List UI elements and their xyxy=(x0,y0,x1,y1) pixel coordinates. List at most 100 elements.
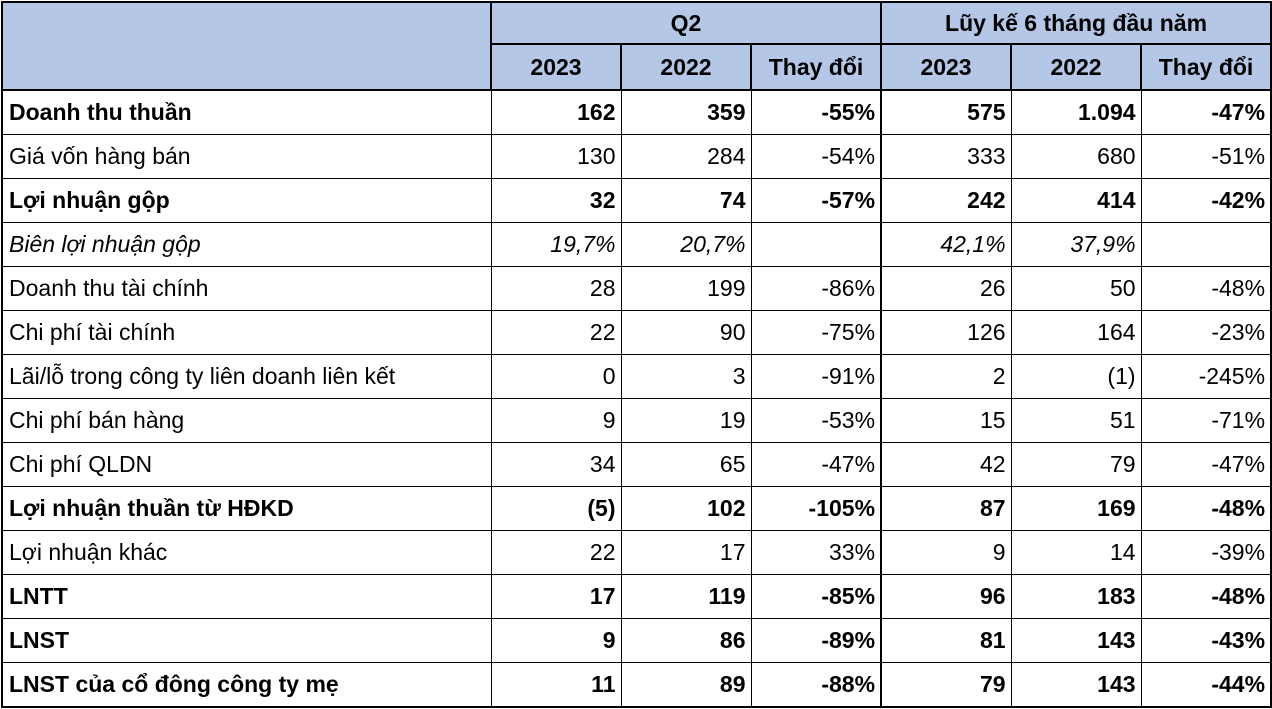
cell-q2-change: -85% xyxy=(750,574,882,619)
cell-ytd-change: -42% xyxy=(1140,178,1272,223)
cell-q2-change: -54% xyxy=(750,134,882,179)
cell-q2-change: 33% xyxy=(750,530,882,575)
cell-q2-change: -86% xyxy=(750,266,882,311)
cell-q2-2022: 89 xyxy=(620,662,752,708)
cell-ytd-change: -47% xyxy=(1140,442,1272,487)
table-row: Lợi nhuận thuần từ HĐKD (5) 102 -105% 87 169-… xyxy=(1,486,1272,531)
row-label: Lãi/lỗ trong công ty liên doanh liên kết xyxy=(1,354,492,399)
cell-q2-change: -55% xyxy=(750,89,882,135)
table-row: Doanh thu tài chính 28 199 -86% 26 50 -48% xyxy=(1,266,1272,311)
cell-q2-2022: 119 xyxy=(620,574,752,619)
row-label: Lợi nhuận khác xyxy=(1,530,492,575)
cell-q2-2023: (5) xyxy=(490,486,622,531)
cell-ytd-2022: 143 xyxy=(1010,618,1142,663)
header-corner-cell xyxy=(1,1,492,91)
cell-q2-2022: 19 xyxy=(620,398,752,443)
cell-ytd-2023: 242 xyxy=(880,178,1012,223)
cell-ytd-2023: 79 xyxy=(880,662,1012,708)
cell-ytd-2022: 164 xyxy=(1010,310,1142,355)
cell-ytd-change: -43% xyxy=(1140,618,1272,663)
cell-q2-2023: 0 xyxy=(490,354,622,399)
cell-ytd-2022: 37,9% xyxy=(1010,222,1142,267)
header-col-q2-change: Thay đổi xyxy=(749,43,883,91)
cell-ytd-change: -44% xyxy=(1140,662,1272,708)
row-label: Chi phí QLDN xyxy=(1,442,492,487)
header-col-ytd-2022: 2022 xyxy=(1010,43,1143,91)
cell-ytd-2023: 9 xyxy=(880,530,1012,575)
table-row: Lợi nhuận khác 22 17 33% 9 14 -39% xyxy=(1,530,1272,575)
cell-ytd-change: -39% xyxy=(1140,530,1272,575)
table-row: Lãi/lỗ trong công ty liên doanh liên kết… xyxy=(1,354,1272,399)
cell-ytd-2022: 79 xyxy=(1010,442,1142,487)
cell-ytd-2023: 42,1% xyxy=(880,222,1012,267)
row-label: Chi phí bán hàng xyxy=(1,398,492,443)
cell-q2-2022: 284 xyxy=(620,134,752,179)
cell-ytd-2023: 333 xyxy=(880,134,1012,179)
header-col-q2-2023: 2023 xyxy=(490,43,622,91)
table-row: Chi phí QLDN 34 65 -47% 42 79 -47% xyxy=(1,442,1272,487)
cell-ytd-2023: 96 xyxy=(880,574,1012,619)
cell-q2-2023: 162 xyxy=(490,89,622,135)
row-label: Chi phí tài chính xyxy=(1,310,492,355)
table-row: LNTT 17 119 -85% 96 183 -48% xyxy=(1,574,1272,619)
cell-ytd-2022: 51 xyxy=(1010,398,1142,443)
table-row: Biên lợi nhuận gộp 19,7% 20,7% 42,1% 37,9% xyxy=(1,222,1272,267)
table-row: Lợi nhuận gộp 32 74 -57% 242 414 -42% xyxy=(1,178,1272,223)
cell-ytd-2023: 26 xyxy=(880,266,1012,311)
header-col-q2-2022: 2022 xyxy=(620,43,752,91)
cell-ytd-2023: 81 xyxy=(880,618,1012,663)
cell-q2-2023: 11 xyxy=(490,662,622,708)
cell-ytd-change: -48% xyxy=(1140,574,1272,619)
table-row: Chi phí bán hàng 9 19 -53% 15 51 -71% xyxy=(1,398,1272,443)
cell-q2-2023: 9 xyxy=(490,398,622,443)
table-body: Doanh thu thuần 162 359 -55% 575 1.094 -47% Giá… xyxy=(1,89,1272,708)
cell-ytd-change: -47% xyxy=(1140,89,1272,135)
cell-ytd-change: -245% xyxy=(1140,354,1272,399)
cell-q2-2023: 34 xyxy=(490,442,622,487)
cell-q2-change: -89% xyxy=(750,618,882,663)
cell-ytd-2023: 575 xyxy=(880,89,1012,135)
header-group-ytd: Lũy kế 6 tháng đầu năm xyxy=(880,1,1272,45)
cell-ytd-change: -71% xyxy=(1140,398,1272,443)
cell-ytd-2023: 87 xyxy=(880,486,1012,531)
cell-ytd-2022: 1.094 xyxy=(1010,89,1142,135)
cell-q2-2023: 9 xyxy=(490,618,622,663)
cell-q2-2023: 130 xyxy=(490,134,622,179)
cell-q2-change: -88% xyxy=(750,662,882,708)
table-row: Chi phí tài chính 22 90 -75% 126 164 -23% xyxy=(1,310,1272,355)
cell-ytd-2022: (1) xyxy=(1010,354,1142,399)
cell-ytd-2022: 169 xyxy=(1010,486,1142,531)
cell-q2-change: -57% xyxy=(750,178,882,223)
cell-ytd-2022: 143 xyxy=(1010,662,1142,708)
row-label: Biên lợi nhuận gộp xyxy=(1,222,492,267)
row-label: Doanh thu tài chính xyxy=(1,266,492,311)
cell-q2-2022: 17 xyxy=(620,530,752,575)
cell-ytd-change: -48% xyxy=(1140,266,1272,311)
header-col-ytd-change: Thay đổi xyxy=(1140,43,1272,91)
row-label: Lợi nhuận gộp xyxy=(1,178,492,223)
cell-q2-change: -53% xyxy=(750,398,882,443)
cell-ytd-2023: 126 xyxy=(880,310,1012,355)
cell-ytd-2022: 14 xyxy=(1010,530,1142,575)
row-label: LNST xyxy=(1,618,492,663)
row-label: LNTT xyxy=(1,574,492,619)
cell-q2-2023: 22 xyxy=(490,310,622,355)
cell-q2-2022: 3 xyxy=(620,354,752,399)
cell-q2-2023: 19,7% xyxy=(490,222,622,267)
cell-ytd-2022: 680 xyxy=(1010,134,1142,179)
cell-q2-2022: 102 xyxy=(620,486,752,531)
cell-ytd-2023: 15 xyxy=(880,398,1012,443)
row-label: Lợi nhuận thuần từ HĐKD xyxy=(1,486,492,531)
cell-ytd-2023: 42 xyxy=(880,442,1012,487)
cell-q2-2023: 17 xyxy=(490,574,622,619)
cell-ytd-change xyxy=(1140,222,1272,267)
table-row: LNST 9 86 -89% 81 143 -43% xyxy=(1,618,1272,663)
row-label: LNST của cổ đông công ty mẹ xyxy=(1,662,492,708)
cell-q2-2022: 20,7% xyxy=(620,222,752,267)
row-label: Giá vốn hàng bán xyxy=(1,134,492,179)
row-label: Doanh thu thuần xyxy=(1,89,492,135)
table-row: Giá vốn hàng bán 130 284 -54% 333 680 -51% xyxy=(1,134,1272,179)
cell-q2-2022: 86 xyxy=(620,618,752,663)
